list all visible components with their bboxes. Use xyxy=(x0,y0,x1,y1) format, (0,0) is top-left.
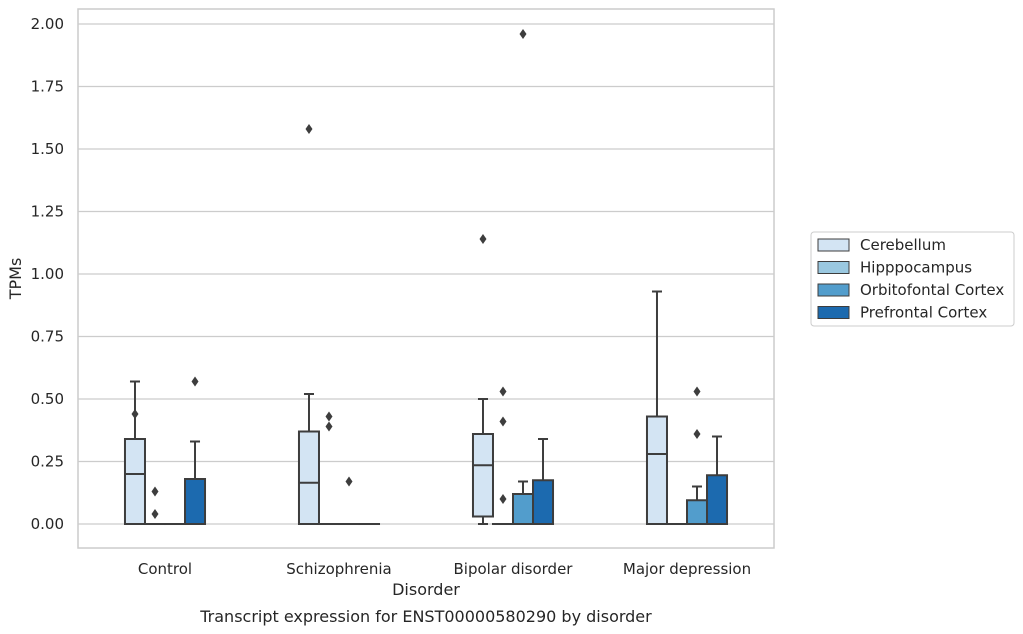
plot-frame xyxy=(77,8,775,549)
outlier-point xyxy=(151,486,159,497)
legend-item: Orbitofontal Cortex xyxy=(817,281,1004,299)
x-axis-ticks: Control Schizophrenia Bipolar disorder Majo… xyxy=(138,560,751,578)
box-hipppocampus xyxy=(491,386,514,526)
legend-label: Orbitofontal Cortex xyxy=(860,281,1004,299)
legend-frame xyxy=(810,231,1015,327)
box-body xyxy=(512,493,535,525)
box-cerebellum xyxy=(123,380,146,525)
outlier-point xyxy=(693,386,701,397)
outlier-point xyxy=(325,421,333,432)
outlier-point xyxy=(305,124,313,134)
grid-lines xyxy=(78,23,774,525)
y-tick-label: 0.75 xyxy=(31,328,64,346)
x-tick-label: Major depression xyxy=(623,560,751,578)
y-axis-label: TPMs xyxy=(6,258,25,301)
outlier-point xyxy=(325,411,333,422)
box-body xyxy=(706,474,729,525)
legend-item: Hipppocampus xyxy=(817,259,972,277)
outlier-point xyxy=(499,386,507,397)
legend-label: Hipppocampus xyxy=(860,259,972,277)
y-tick-label: 2.00 xyxy=(31,15,64,33)
outlier-point xyxy=(499,494,507,504)
x-tick-label: Schizophrenia xyxy=(286,560,391,578)
box-body xyxy=(645,415,668,525)
y-tick-label: 1.50 xyxy=(31,140,64,158)
box-prefrontal-cortex xyxy=(706,435,729,525)
box-hipppocampus xyxy=(317,411,340,526)
outlier-point xyxy=(693,429,701,439)
box-cerebellum xyxy=(645,290,668,525)
box-orbitofontal-cortex xyxy=(512,29,535,525)
box-body xyxy=(471,433,494,518)
box-plot-series xyxy=(123,29,729,526)
box-body xyxy=(297,430,320,525)
x-tick-label: Control xyxy=(138,560,192,578)
y-tick-label: 1.25 xyxy=(31,203,64,221)
legend-swatch xyxy=(817,306,850,319)
box-body xyxy=(532,479,555,525)
legend-label: Prefrontal Cortex xyxy=(860,304,987,322)
box-body xyxy=(686,499,709,525)
box-orbitofontal-cortex xyxy=(338,476,361,526)
outlier-point xyxy=(519,29,527,39)
outlier-point xyxy=(191,376,199,387)
x-axis-label: Disorder xyxy=(392,580,460,599)
legend-item: Prefrontal Cortex xyxy=(817,304,987,322)
box-hipppocampus xyxy=(143,486,167,526)
outlier-point xyxy=(345,476,353,487)
outlier-point xyxy=(499,416,507,427)
outlier-point xyxy=(151,509,159,519)
legend-item: Cerebellum xyxy=(817,236,946,254)
legend: Cerebellum Hipppocampus Orbitofontal Corte… xyxy=(810,231,1015,327)
outlier-point xyxy=(131,409,139,419)
legend-swatch xyxy=(817,238,850,252)
box-body xyxy=(123,438,146,525)
y-axis-ticks: 0.00 0.25 0.50 0.75 1.00 1.25 1.50 1.75 2.00 xyxy=(31,15,64,533)
y-tick-label: 1.00 xyxy=(31,265,64,283)
box-prefrontal-cortex xyxy=(184,376,207,525)
box-cerebellum xyxy=(297,124,320,525)
outlier-point xyxy=(479,234,487,244)
box-body xyxy=(184,478,207,525)
y-tick-label: 1.75 xyxy=(31,78,64,96)
legend-swatch xyxy=(817,261,850,274)
x-tick-label: Bipolar disorder xyxy=(454,560,574,578)
legend-swatch xyxy=(817,283,850,297)
box-prefrontal-cortex xyxy=(532,438,555,525)
box-orbitofontal-cortex xyxy=(686,386,709,525)
legend-label: Cerebellum xyxy=(860,236,946,254)
y-tick-label: 0.00 xyxy=(31,515,64,533)
chart-caption: Transcript expression for ENST0000058029… xyxy=(199,607,652,626)
y-tick-label: 0.50 xyxy=(31,390,64,408)
y-tick-label: 0.25 xyxy=(31,453,64,471)
box-cerebellum xyxy=(471,234,494,525)
